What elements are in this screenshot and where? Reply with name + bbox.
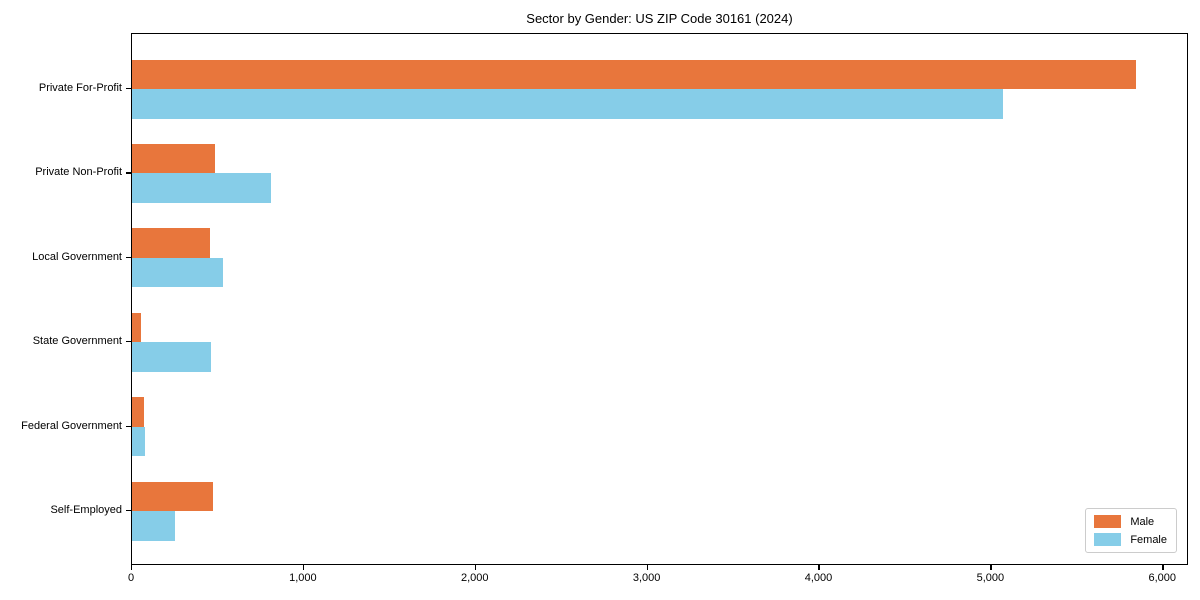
bar-female-federal-government — [132, 426, 145, 457]
x-tick — [646, 565, 648, 570]
bar-female-private-non-profit — [132, 173, 272, 203]
legend-label-male: Male — [1130, 515, 1155, 528]
bar-female-state-government — [132, 342, 212, 372]
bar-male-private-for-profit — [132, 59, 1136, 89]
x-tick-label: 1,000 — [289, 572, 317, 584]
x-tick-label: 2,000 — [460, 572, 489, 584]
legend-swatch-female — [1094, 533, 1122, 546]
bar-male-state-government — [132, 312, 141, 343]
chart-title: Sector by Gender: US ZIP Code 30161 (202… — [526, 11, 793, 26]
x-tick — [131, 565, 133, 570]
category-label-local-government: Local Government — [32, 250, 122, 263]
x-tick-label: 5,000 — [976, 572, 1005, 584]
y-tick — [126, 341, 131, 343]
category-label-self-employed: Self-Employed — [50, 504, 122, 516]
y-tick — [126, 510, 131, 512]
legend: Male Female — [1085, 508, 1177, 553]
x-tick — [302, 565, 305, 570]
x-tick-label: 6,000 — [1148, 572, 1176, 584]
x-tick-label: 3,000 — [632, 572, 661, 584]
bar-male-federal-government — [132, 397, 145, 427]
x-tick — [474, 565, 477, 570]
plot-area: Male Female — [131, 33, 1188, 565]
bar-female-private-for-profit — [132, 89, 1004, 119]
x-tick — [990, 565, 992, 570]
y-tick — [126, 172, 131, 174]
category-label-private-non-profit: Private Non-Profit — [35, 166, 122, 179]
x-tick-label: 0 — [127, 572, 135, 584]
legend-label-female: Female — [1130, 533, 1167, 546]
legend-swatch-male — [1094, 515, 1122, 528]
x-tick — [1162, 565, 1164, 570]
bar-male-self-employed — [132, 481, 213, 511]
bar-male-local-government — [132, 228, 211, 258]
y-tick — [126, 88, 131, 90]
category-label-state-government: State Government — [32, 335, 122, 348]
bar-male-private-non-profit — [132, 143, 216, 174]
legend-entry-female: Female — [1094, 533, 1167, 546]
y-tick — [126, 256, 131, 259]
category-label-private-for-profit: Private For-Profit — [38, 82, 122, 94]
bar-female-local-government — [132, 257, 224, 288]
x-tick — [818, 565, 820, 570]
y-tick — [126, 425, 131, 427]
x-tick-label: 4,000 — [804, 572, 833, 584]
bar-female-self-employed — [132, 511, 175, 541]
legend-entry-male: Male — [1094, 515, 1167, 528]
category-label-federal-government: Federal Government — [21, 419, 122, 432]
